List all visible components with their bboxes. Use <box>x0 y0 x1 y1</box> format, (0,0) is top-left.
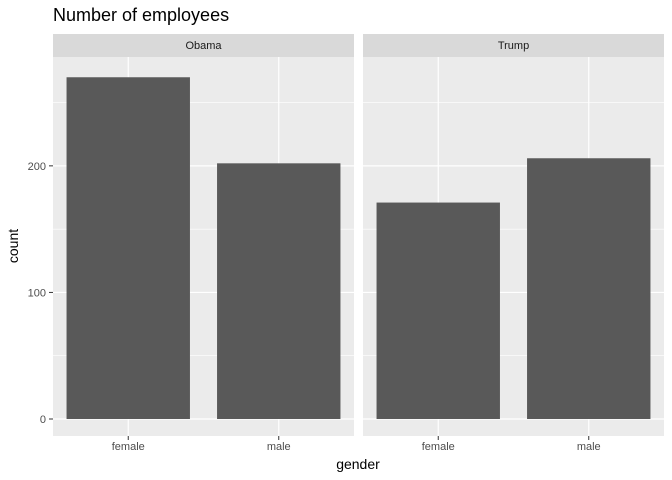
chart-title: Number of employees <box>53 5 229 25</box>
bar-obama-female <box>66 77 190 420</box>
y-axis-title: count <box>5 229 21 263</box>
plot-area: Obama female male Trump female male 0 100 200 <box>28 34 664 453</box>
facet-strip-obama <box>53 34 354 57</box>
x-tick-label: male <box>267 441 291 453</box>
facet-label-trump: Trump <box>498 40 529 52</box>
bar-obama-male <box>217 163 341 419</box>
x-axis-title: gender <box>336 456 380 472</box>
facet-strip-trump <box>363 34 664 57</box>
x-tick-label: female <box>422 441 455 453</box>
x-tick-label: male <box>577 441 601 453</box>
y-tick-label: 0 <box>40 414 46 426</box>
y-tick-label: 200 <box>28 161 46 173</box>
y-tick-label: 100 <box>28 287 46 299</box>
bar-trump-male <box>527 158 651 420</box>
x-tick-label: female <box>112 441 145 453</box>
bar-trump-female <box>376 202 500 419</box>
facet-label-obama: Obama <box>185 40 222 52</box>
